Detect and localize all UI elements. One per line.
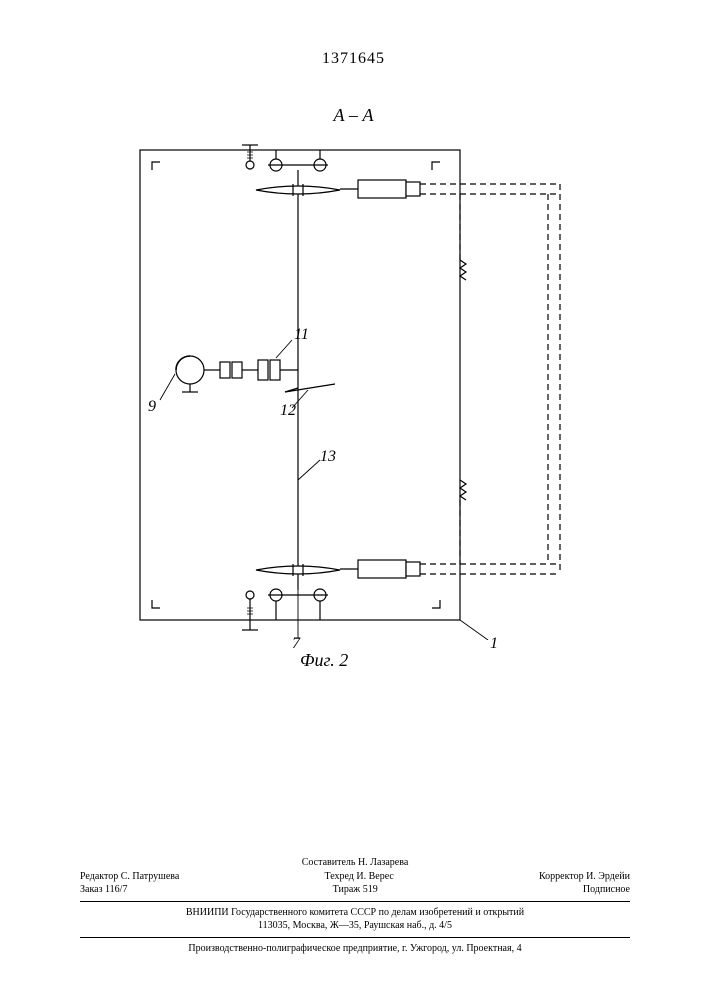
callout-1: 1 [490, 635, 498, 653]
footer-corrector: Корректор И. Эрдейи [539, 870, 630, 884]
footer-tirage: Тираж 519 [333, 883, 378, 897]
spindle-bottom [256, 564, 340, 576]
footer-techred: Техред И. Верес [324, 870, 393, 884]
callout-9: 9 [148, 398, 156, 416]
callout-12: 12 [280, 402, 296, 420]
motor-assembly [176, 356, 298, 392]
outer-frame [140, 150, 460, 620]
figure: 9 11 12 13 7 1 [120, 140, 580, 640]
footer-subscription: Подписное [583, 883, 630, 897]
page: 1371645 А – А [0, 0, 707, 1000]
footer-editor: Редактор С. Патрушева [80, 870, 179, 884]
callout-7: 7 [292, 635, 300, 653]
guide-top [340, 180, 420, 198]
rollers-top [268, 150, 328, 171]
section-label: А – А [0, 105, 707, 126]
footer-order: Заказ 116/7 [80, 883, 127, 897]
footer: Составитель Н. Лазарева Редактор С. Патр… [80, 856, 630, 955]
footer-org3: Производственно-полиграфическое предприя… [80, 942, 630, 956]
callout-13: 13 [320, 448, 336, 466]
figure-caption: Фиг. 2 [300, 650, 348, 671]
guide-bottom [340, 560, 420, 578]
spindle-top [256, 184, 340, 196]
adj-screw-top [242, 145, 258, 169]
footer-org2: 113035, Москва, Ж—35, Раушская наб., д. … [80, 919, 630, 933]
document-number: 1371645 [0, 50, 707, 68]
callout-11: 11 [294, 326, 309, 344]
bevel [285, 384, 335, 392]
adj-screw-bottom [242, 591, 258, 630]
break-lines [460, 260, 466, 500]
footer-compiler: Составитель Н. Лазарева [80, 856, 630, 870]
diagram-svg [120, 140, 580, 640]
ghost-panel [420, 184, 560, 574]
footer-org1: ВНИИПИ Государственного комитета СССР по… [80, 906, 630, 920]
inner-brackets [152, 162, 440, 608]
